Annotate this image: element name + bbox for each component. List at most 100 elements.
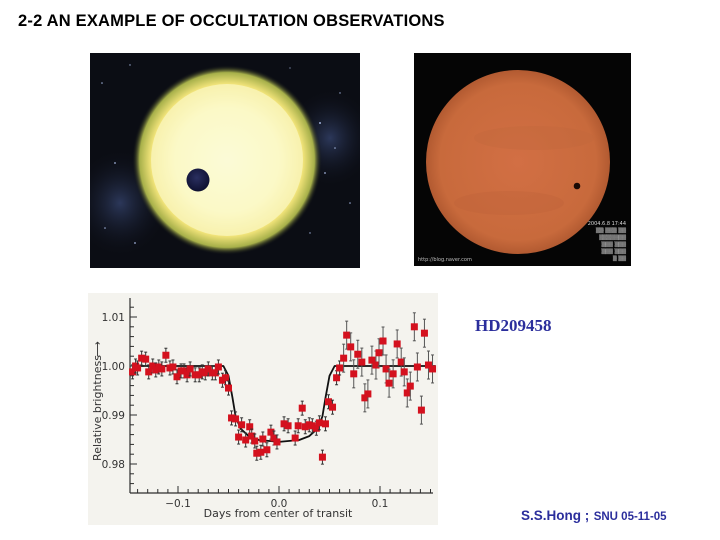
data-point: [420, 329, 428, 337]
data-point: [214, 363, 222, 371]
slide-title: 2-2 AN EXAMPLE OF OCCULTATION OBSERVATIO…: [18, 12, 445, 30]
data-point: [385, 379, 393, 387]
data-point: [375, 349, 383, 357]
y-tick-label: 0.99: [102, 410, 125, 422]
data-point: [242, 436, 250, 444]
data-point: [312, 424, 320, 432]
data-point: [280, 420, 288, 428]
data-point: [347, 343, 355, 351]
slide-footer: S.S.Hong ; SNU 05-11-05: [521, 507, 667, 525]
data-point: [291, 434, 299, 442]
data-point: [413, 363, 421, 371]
data-point: [263, 446, 271, 454]
data-point: [358, 358, 366, 366]
data-points: [129, 312, 437, 465]
data-point: [424, 361, 432, 369]
data-point: [340, 354, 348, 362]
exoplanet-illustration-graphic: [90, 53, 360, 268]
data-point: [211, 369, 219, 377]
data-point: [406, 382, 414, 390]
data-point: [382, 365, 390, 373]
data-point: [134, 364, 142, 372]
data-point: [301, 423, 309, 431]
data-point: [417, 406, 425, 414]
y-tick-label: 1.01: [102, 312, 125, 324]
data-point: [169, 363, 177, 371]
data-point: [248, 432, 256, 440]
data-point: [389, 370, 397, 378]
data-point: [149, 362, 157, 370]
data-point: [173, 373, 181, 381]
data-point: [232, 415, 240, 423]
data-point: [162, 351, 170, 359]
x-tick-label: −0.1: [165, 498, 191, 510]
data-point: [129, 368, 137, 376]
data-point: [284, 422, 292, 430]
x-tick-label: 0.0: [271, 498, 288, 510]
data-point: [225, 384, 232, 392]
data-point: [294, 422, 302, 430]
data-point: [238, 421, 246, 429]
x-axis-label: Days from center of transit: [204, 507, 353, 520]
y-axis-arrow: ⟶: [91, 341, 104, 357]
venus-transit-graphic: [414, 53, 631, 266]
footer-author: S.S.Hong ;: [521, 508, 590, 523]
data-point: [257, 448, 265, 456]
data-point: [273, 438, 281, 446]
data-point: [393, 340, 401, 348]
venus-silhouette: [573, 182, 581, 190]
data-point: [251, 437, 259, 445]
data-point: [270, 434, 278, 442]
data-point: [321, 420, 329, 428]
data-point: [191, 371, 199, 379]
data-point: [354, 350, 362, 358]
data-point: [315, 419, 323, 427]
data-point: [400, 368, 408, 376]
y-tick-label: 0.98: [102, 459, 125, 471]
data-point: [333, 374, 341, 382]
venus-transit-photo: http://blog.naver.com 2004.6.8 17:44 ▒▒ …: [414, 53, 631, 266]
data-point: [180, 367, 188, 375]
photo-credit: http://blog.naver.com: [418, 257, 472, 263]
data-point: [246, 423, 254, 431]
exoplanet-transit-illustration: [90, 53, 360, 268]
y-tick-label: 1.00: [102, 361, 125, 373]
footer-institution-date: SNU 05-11-05: [593, 511, 667, 523]
data-point: [372, 361, 380, 369]
data-point: [368, 356, 376, 364]
x-tick-label: 0.1: [372, 498, 389, 510]
data-point: [403, 389, 411, 397]
data-point: [397, 358, 405, 366]
data-point: [138, 354, 146, 362]
y-axis-label: Relative brightness: [91, 355, 104, 461]
data-point: [221, 374, 229, 382]
data-point: [253, 449, 261, 457]
data-point: [298, 404, 306, 412]
data-point: [410, 323, 418, 331]
data-point: [379, 337, 387, 345]
data-point: [186, 365, 194, 373]
sun-disk: [426, 70, 610, 254]
data-point: [142, 355, 150, 363]
data-point: [204, 365, 212, 373]
data-point: [350, 370, 358, 378]
data-point: [201, 369, 209, 377]
data-point: [324, 398, 332, 406]
data-point: [364, 390, 372, 398]
transiting-planet: [186, 168, 210, 192]
light-curve-plot: 0.98 0.99 1.00 1.01 −0.1 0.0 0.1 Relative brig…: [91, 298, 437, 520]
data-point: [267, 428, 275, 436]
data-point: [259, 435, 267, 443]
target-star-label: HD209458: [475, 316, 552, 335]
data-point: [235, 433, 243, 441]
data-point: [361, 394, 369, 402]
data-point: [429, 365, 437, 373]
photo-caption: 2004.6.8 17:44 ▒▒ ▒▒▒ ▒▒ ▒▒▒▒▒▒▒ ▒▒▒ ▒▒▒…: [587, 221, 626, 262]
chart-axes: 0.98 0.99 1.00 1.01 −0.1 0.0 0.1: [102, 298, 433, 510]
data-point: [343, 331, 351, 339]
data-point: [183, 371, 191, 379]
data-point: [318, 453, 326, 461]
data-point: [308, 422, 316, 430]
data-point: [336, 364, 344, 372]
data-point: [228, 414, 236, 422]
